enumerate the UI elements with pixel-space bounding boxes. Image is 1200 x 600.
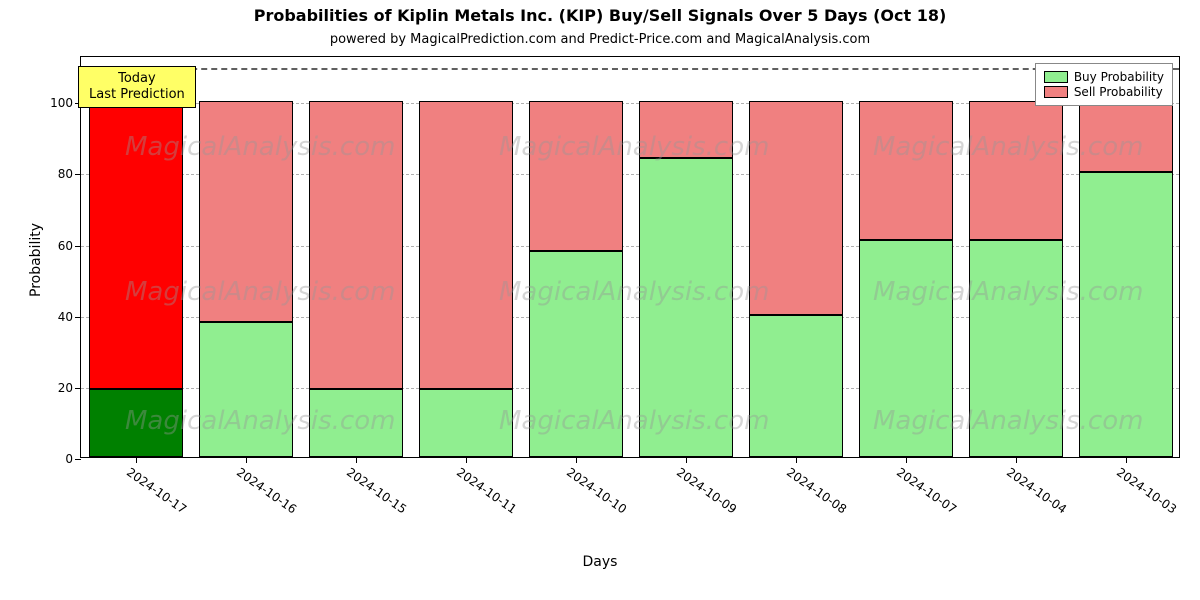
xtick-mark	[796, 457, 797, 463]
xtick-label: 2024-10-09	[674, 465, 739, 516]
xtick-label: 2024-10-15	[344, 465, 409, 516]
xtick-mark	[686, 457, 687, 463]
legend-swatch	[1044, 86, 1068, 98]
xtick-label: 2024-10-17	[124, 465, 189, 516]
bar	[89, 55, 184, 457]
bar-buy	[639, 158, 734, 457]
bar-buy	[529, 251, 624, 457]
y-axis-label: Probability	[28, 223, 44, 297]
xtick-label: 2024-10-10	[564, 465, 629, 516]
bar-sell	[419, 101, 514, 389]
bar-buy	[969, 240, 1064, 457]
legend-label: Sell Probability	[1074, 85, 1163, 99]
legend-item: Buy Probability	[1044, 70, 1164, 84]
bar-sell	[859, 101, 954, 240]
reference-line	[81, 68, 1179, 70]
bar-sell	[199, 101, 294, 322]
xtick-label: 2024-10-11	[454, 465, 519, 516]
bar	[639, 55, 734, 457]
bar-sell	[309, 101, 404, 389]
ytick-mark	[75, 459, 81, 460]
legend-swatch	[1044, 71, 1068, 83]
chart-title: Probabilities of Kiplin Metals Inc. (KIP…	[0, 6, 1200, 25]
bar	[859, 55, 954, 457]
bar-sell	[529, 101, 624, 250]
xtick-mark	[906, 457, 907, 463]
bar	[1079, 55, 1174, 457]
xtick-mark	[246, 457, 247, 463]
bar	[749, 55, 844, 457]
bar	[199, 55, 294, 457]
bar-buy	[419, 389, 514, 457]
bar	[309, 55, 404, 457]
xtick-mark	[1126, 457, 1127, 463]
plot-area: Buy ProbabilitySell Probability 02040608…	[80, 56, 1180, 458]
x-axis-label: Days	[0, 554, 1200, 570]
chart-subtitle: powered by MagicalPrediction.com and Pre…	[0, 32, 1200, 47]
xtick-mark	[466, 457, 467, 463]
xtick-mark	[1016, 457, 1017, 463]
legend-label: Buy Probability	[1074, 70, 1164, 84]
bar-buy	[749, 315, 844, 457]
xtick-label: 2024-10-07	[894, 465, 959, 516]
bar-sell	[749, 101, 844, 314]
bar	[969, 55, 1064, 457]
bar-sell	[969, 101, 1064, 240]
bar-sell	[1079, 101, 1174, 172]
today-callout: Today Last Prediction	[78, 66, 196, 109]
bar-sell	[89, 101, 184, 389]
xtick-label: 2024-10-03	[1114, 465, 1179, 516]
bar-sell	[639, 101, 734, 158]
xtick-mark	[576, 457, 577, 463]
xtick-label: 2024-10-16	[234, 465, 299, 516]
bar-buy	[309, 389, 404, 457]
bar-buy	[1079, 172, 1174, 457]
legend-item: Sell Probability	[1044, 85, 1164, 99]
xtick-label: 2024-10-08	[784, 465, 849, 516]
xtick-mark	[136, 457, 137, 463]
bar-buy	[859, 240, 954, 457]
bar-buy	[89, 389, 184, 457]
xtick-mark	[356, 457, 357, 463]
bar-buy	[199, 322, 294, 457]
figure: Probabilities of Kiplin Metals Inc. (KIP…	[0, 0, 1200, 600]
xtick-label: 2024-10-04	[1004, 465, 1069, 516]
legend: Buy ProbabilitySell Probability	[1035, 63, 1173, 106]
bar	[419, 55, 514, 457]
bar	[529, 55, 624, 457]
